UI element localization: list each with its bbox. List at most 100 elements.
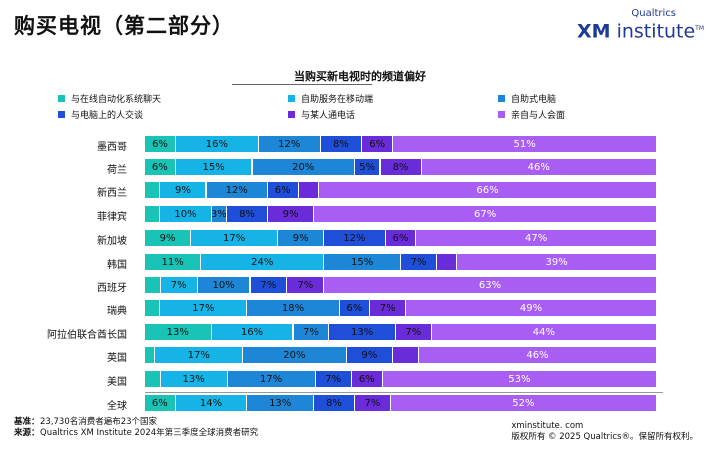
category-label: 阿拉伯联合酋长国	[47, 330, 127, 341]
bar-segment: 13%	[160, 371, 227, 387]
category-label: 韩国	[107, 260, 127, 271]
category-label: 全球	[107, 401, 127, 412]
bar-segment	[298, 182, 319, 198]
bar-segment: 18%	[247, 300, 339, 316]
bar-segment: 13%	[329, 324, 395, 340]
bar-segment: 46%	[419, 347, 656, 363]
legend-swatch	[58, 95, 65, 102]
bar-segment: 3%	[211, 206, 226, 222]
bar-segment: 7%	[355, 395, 390, 411]
footer-base-line: 基准：23,730名消费者遍布23个国家	[14, 417, 258, 428]
bar-segment: 17%	[155, 347, 243, 363]
bar-segment: 8%	[320, 136, 362, 152]
bar-segment: 53%	[382, 371, 656, 387]
bar-segment: 47%	[416, 230, 656, 246]
bar-segment: 7%	[293, 324, 329, 340]
bar-segment: 16%	[211, 324, 293, 340]
category-label: 美国	[107, 377, 127, 388]
category-label: 墨西哥	[97, 142, 127, 153]
footer-source-line: 来源：Qualtrics XM Institute 2024年第三季度全球消费者…	[14, 428, 258, 439]
legend-label: 与在线自动化系统聊天	[71, 95, 162, 105]
bar-segment: 6%	[362, 136, 393, 152]
bar-segment	[145, 277, 160, 293]
legend-label: 自助式电脑	[511, 95, 557, 105]
bar-segment: 6%	[385, 230, 416, 246]
bar-segment: 9%	[278, 230, 324, 246]
bar-segment: 7%	[160, 277, 197, 293]
brand-logo: Qualtrics XM instituteTM	[577, 8, 704, 41]
footer-copyright-text: 版权所有 © 2025 Qualtrics®。保留所有权利。	[511, 432, 698, 442]
bar-segment: 5%	[354, 159, 380, 175]
bar-segment: 24%	[201, 254, 324, 270]
bar-segment: 6%	[145, 136, 175, 152]
category-label: 荷兰	[107, 165, 127, 176]
category-label: 菲律宾	[97, 212, 127, 223]
bar-segment	[436, 254, 457, 270]
bar-segment: 17%	[191, 230, 278, 246]
bar-segment: 7%	[315, 371, 351, 387]
legend-swatch	[58, 111, 65, 118]
footer-copyright: xminstitute. com 版权所有 © 2025 Qualtrics®。…	[511, 421, 698, 443]
legend-label: 与电脑上的人交谈	[71, 111, 144, 121]
bar-segment: 46%	[421, 159, 656, 175]
bar-segment: 39%	[457, 254, 656, 270]
category-label: 新西兰	[97, 188, 127, 199]
bar-segment	[145, 300, 160, 316]
legend-item: 自助服务在移动端	[288, 92, 373, 105]
bar-segment: 13%	[247, 395, 313, 411]
bar-segment: 7%	[287, 277, 324, 293]
bar-segment: 15%	[324, 254, 400, 270]
footer-base-text: 23,730名消费者遍布23个国家	[40, 417, 158, 427]
legend-swatch	[288, 111, 295, 118]
legend-label: 与某人通电话	[301, 111, 356, 121]
bar-segment: 7%	[395, 324, 431, 340]
brand-xm: XM	[576, 20, 611, 43]
brand-tm: TM	[695, 25, 704, 32]
footer-source-key: 来源：	[14, 428, 40, 438]
bar-segment: 9%	[268, 206, 314, 222]
bar-segment: 52%	[390, 395, 656, 411]
bar-segment: 11%	[145, 254, 201, 270]
bar-segment: 44%	[431, 324, 656, 340]
bar-segment: 7%	[370, 300, 406, 316]
bar-segment: 9%	[160, 182, 206, 198]
category-label: 新加坡	[97, 236, 127, 247]
bar-segment: 66%	[319, 182, 656, 198]
bar-segment: 16%	[176, 136, 258, 152]
bar-segment	[145, 206, 160, 222]
legend-item: 与电脑上的人交谈	[58, 108, 143, 121]
bar-segment: 6%	[351, 371, 382, 387]
bar-segment	[145, 347, 155, 363]
bar-segment: 20%	[252, 159, 354, 175]
page-title: 购买电视（第二部分）	[14, 14, 234, 38]
bar-segment: 6%	[145, 159, 175, 175]
category-label: 英国	[107, 353, 127, 364]
bar-segment: 8%	[380, 159, 421, 175]
legend-swatch	[288, 95, 295, 102]
bar-segment: 63%	[324, 277, 656, 293]
bar-segment: 17%	[160, 300, 247, 316]
legend-item: 与在线自动化系统聊天	[58, 92, 161, 105]
bar-segment: 10%	[160, 206, 211, 222]
bar-segment: 7%	[250, 277, 287, 293]
bar-segment: 49%	[406, 300, 656, 316]
bar-segment: 51%	[393, 136, 656, 152]
bar-segment: 7%	[401, 254, 436, 270]
footer-notes: 基准：23,730名消费者遍布23个国家 来源：Qualtrics XM Ins…	[14, 417, 258, 439]
category-label: 西班牙	[97, 283, 127, 294]
legend-item: 亲自与人会面	[498, 108, 565, 121]
bar-segment	[145, 182, 160, 198]
legend-label: 亲自与人会面	[511, 111, 566, 121]
bar-segment: 13%	[145, 324, 211, 340]
bar-segment: 9%	[145, 230, 191, 246]
bar-segment: 6%	[145, 395, 175, 411]
legend-label: 自助服务在移动端	[301, 95, 374, 105]
legend-swatch	[498, 95, 505, 102]
footer-source-text: Qualtrics XM Institute 2024年第三季度全球消费者研究	[40, 428, 259, 438]
bar-segment: 6%	[339, 300, 370, 316]
brand-main-text: XM instituteTM	[577, 19, 704, 41]
bar-segment: 8%	[227, 206, 267, 222]
bar-segment: 8%	[314, 395, 354, 411]
bar-segment	[393, 347, 418, 363]
global-separator-line	[145, 392, 663, 393]
